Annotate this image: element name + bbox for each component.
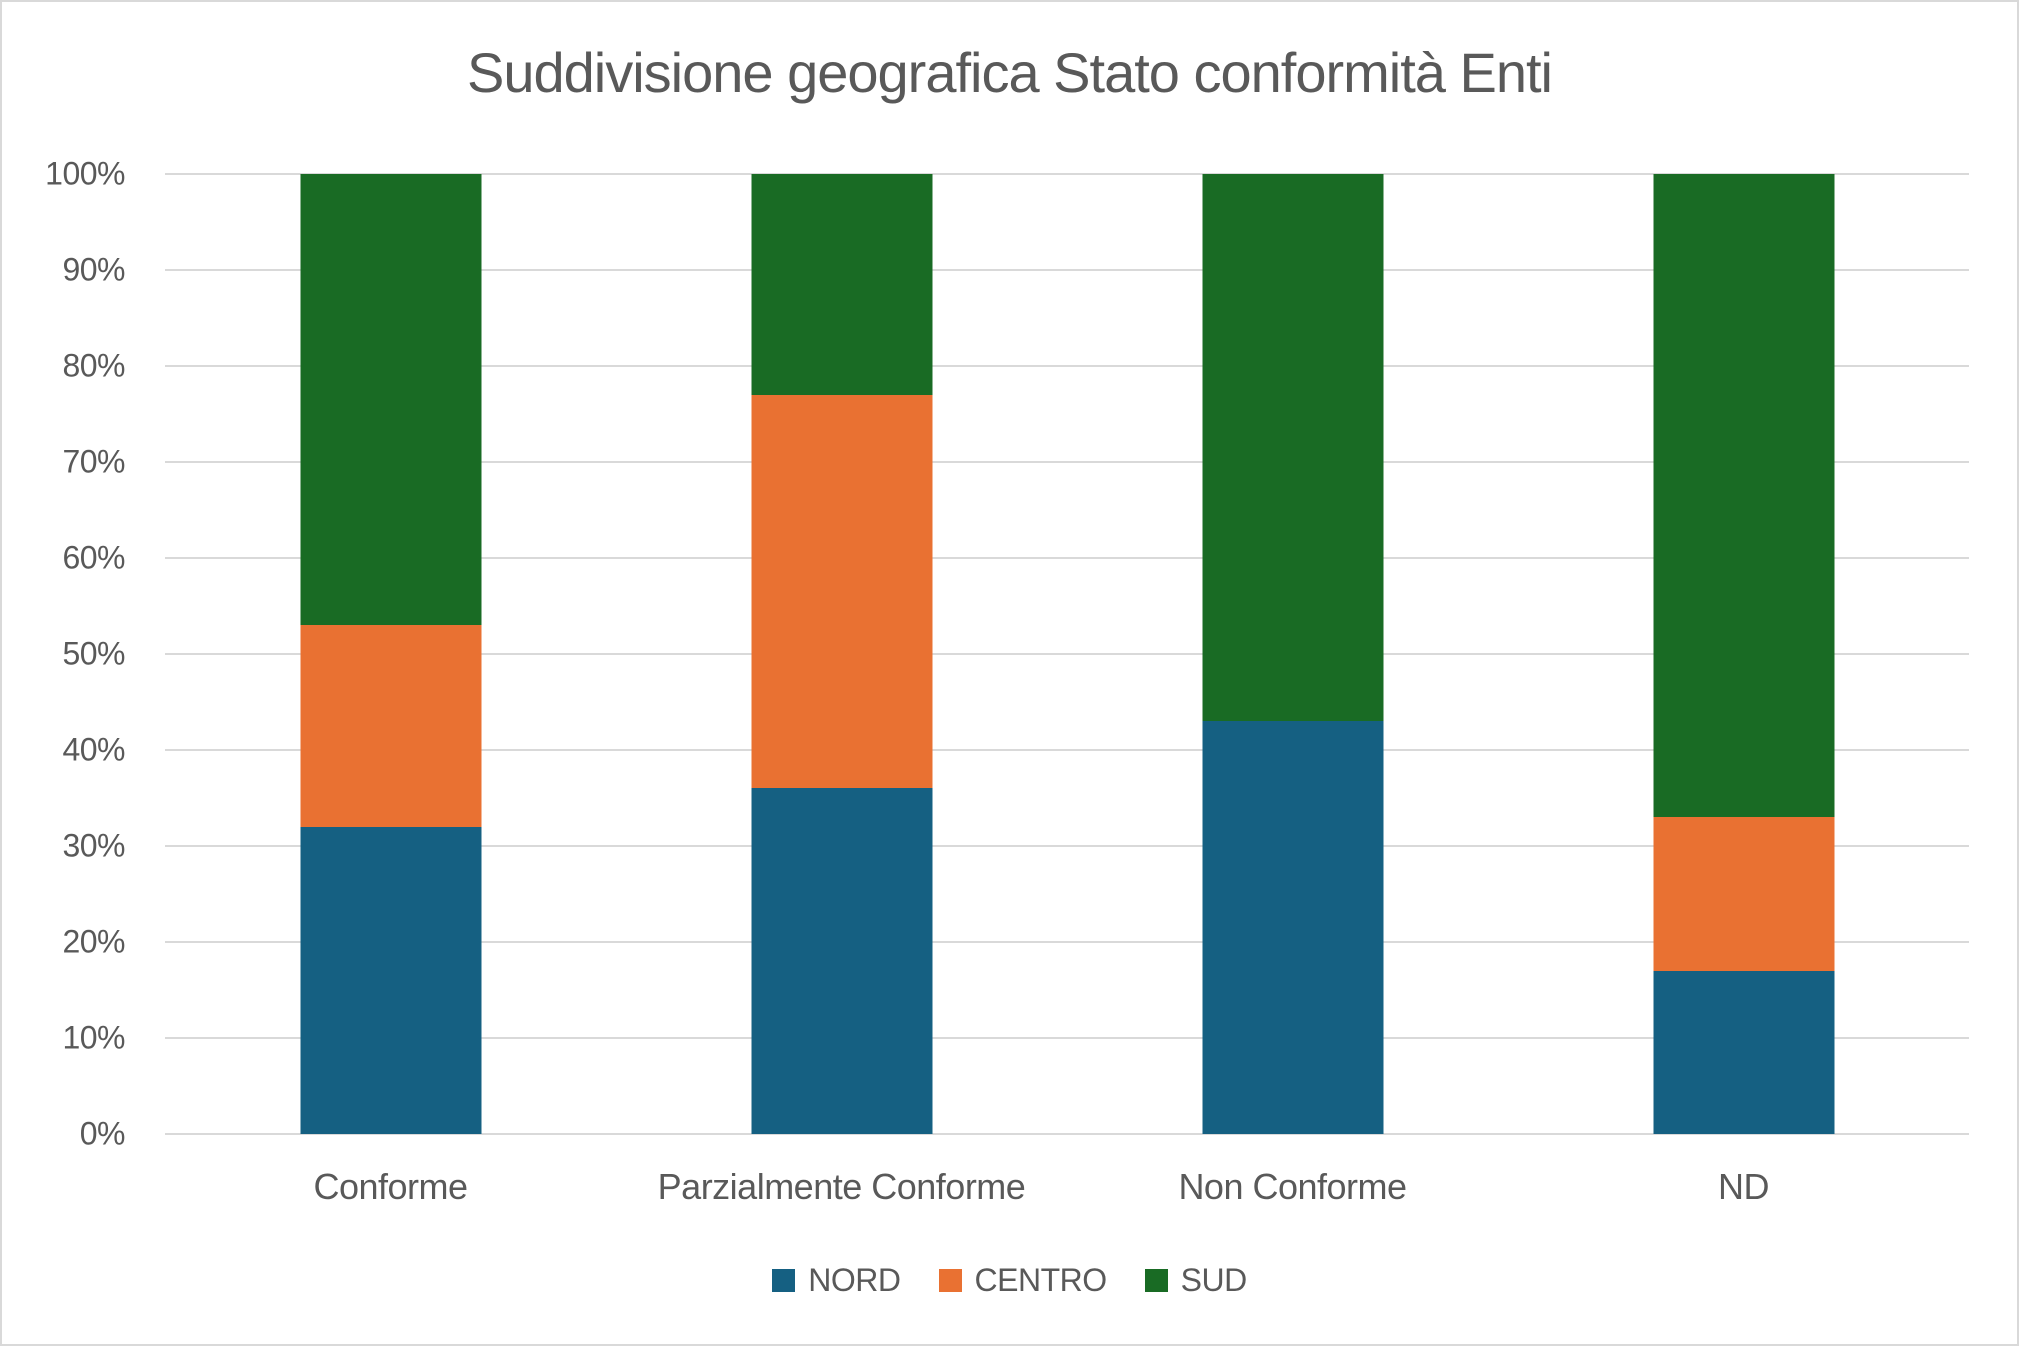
bar-segment-sud-nd <box>1653 174 1834 818</box>
gridline <box>165 1133 1969 1135</box>
gridline <box>165 461 1969 463</box>
gridlines <box>165 173 1969 1135</box>
legend-label-centro: CENTRO <box>974 1262 1108 1298</box>
bar-segment-nord-parzialmente-conforme <box>751 788 932 1134</box>
y-axis-tick-label: 60% <box>62 539 125 576</box>
legend: NORD CENTRO SUD <box>2 1262 2017 1299</box>
y-axis-tick-label: 30% <box>62 827 125 864</box>
gridline <box>165 365 1969 367</box>
gridline <box>165 269 1969 271</box>
gridline <box>165 941 1969 943</box>
y-axis-tick-label: 80% <box>62 347 125 384</box>
bar-segment-centro-parzialmente-conforme <box>751 394 932 789</box>
bar-parzialmente-conforme <box>751 174 932 1134</box>
y-axis-tick-label: 20% <box>62 923 125 960</box>
gridline <box>165 557 1969 559</box>
y-axis-tick-label: 100% <box>45 155 125 192</box>
bar-segment-centro-conforme <box>300 625 481 827</box>
bar-slot-nd <box>1518 174 1969 1134</box>
y-axis-tick-label: 50% <box>62 635 125 672</box>
bar-slot-conforme <box>165 174 616 1134</box>
bars-container <box>165 174 1969 1134</box>
gridline <box>165 653 1969 655</box>
legend-item-centro: CENTRO <box>938 1262 1108 1299</box>
bar-nd <box>1653 174 1834 1134</box>
gridline <box>165 173 1969 175</box>
bar-conforme <box>300 174 481 1134</box>
y-axis-tick-label: 40% <box>62 731 125 768</box>
x-axis-category-label-nd: ND <box>1718 1166 1770 1207</box>
bar-segment-nord-nd <box>1653 970 1834 1134</box>
y-axis-tick-label: 0% <box>79 1115 126 1152</box>
y-axis-tick-label: 70% <box>62 443 125 480</box>
bar-segment-sud-parzialmente-conforme <box>751 174 932 395</box>
legend-item-sud: SUD <box>1144 1262 1248 1299</box>
x-axis-category-label-non-conforme: Non Conforme <box>1178 1166 1407 1207</box>
legend-label-sud: SUD <box>1180 1262 1248 1298</box>
bar-non-conforme <box>1202 174 1383 1134</box>
legend-color-swatch-sud <box>1144 1269 1168 1292</box>
bar-segment-centro-nd <box>1653 817 1834 971</box>
y-axis-tick-label: 10% <box>62 1019 125 1056</box>
gridline <box>165 1037 1969 1039</box>
gridline <box>165 845 1969 847</box>
legend-color-swatch-centro <box>938 1269 962 1292</box>
x-axis-category-label-parzialmente-conforme: Parzialmente Conforme <box>657 1166 1026 1207</box>
bar-segment-sud-conforme <box>300 174 481 626</box>
bar-segment-nord-conforme <box>300 826 481 1134</box>
bar-segment-nord-non-conforme <box>1202 721 1383 1134</box>
gridline <box>165 749 1969 751</box>
x-axis: Conforme Parzialmente Conforme Non Conform… <box>165 1166 1969 1208</box>
x-axis-category-label-conforme: Conforme <box>313 1166 468 1207</box>
legend-label-nord: NORD <box>808 1262 901 1298</box>
chart-title: Suddivisione geografica Stato conformità… <box>467 41 1553 104</box>
legend-item-nord: NORD <box>772 1262 901 1299</box>
bar-segment-sud-non-conforme <box>1202 174 1383 722</box>
bar-slot-parzialmente-conforme <box>616 174 1067 1134</box>
y-axis: 0% 10% 20% 30% 40% 50% 60% 70% 80% 90% 100% <box>2 156 125 1152</box>
y-axis-tick-label: 90% <box>62 251 125 288</box>
plot-area <box>165 173 1969 1135</box>
bar-slot-non-conforme <box>1067 174 1518 1134</box>
legend-color-swatch-nord <box>772 1269 796 1292</box>
